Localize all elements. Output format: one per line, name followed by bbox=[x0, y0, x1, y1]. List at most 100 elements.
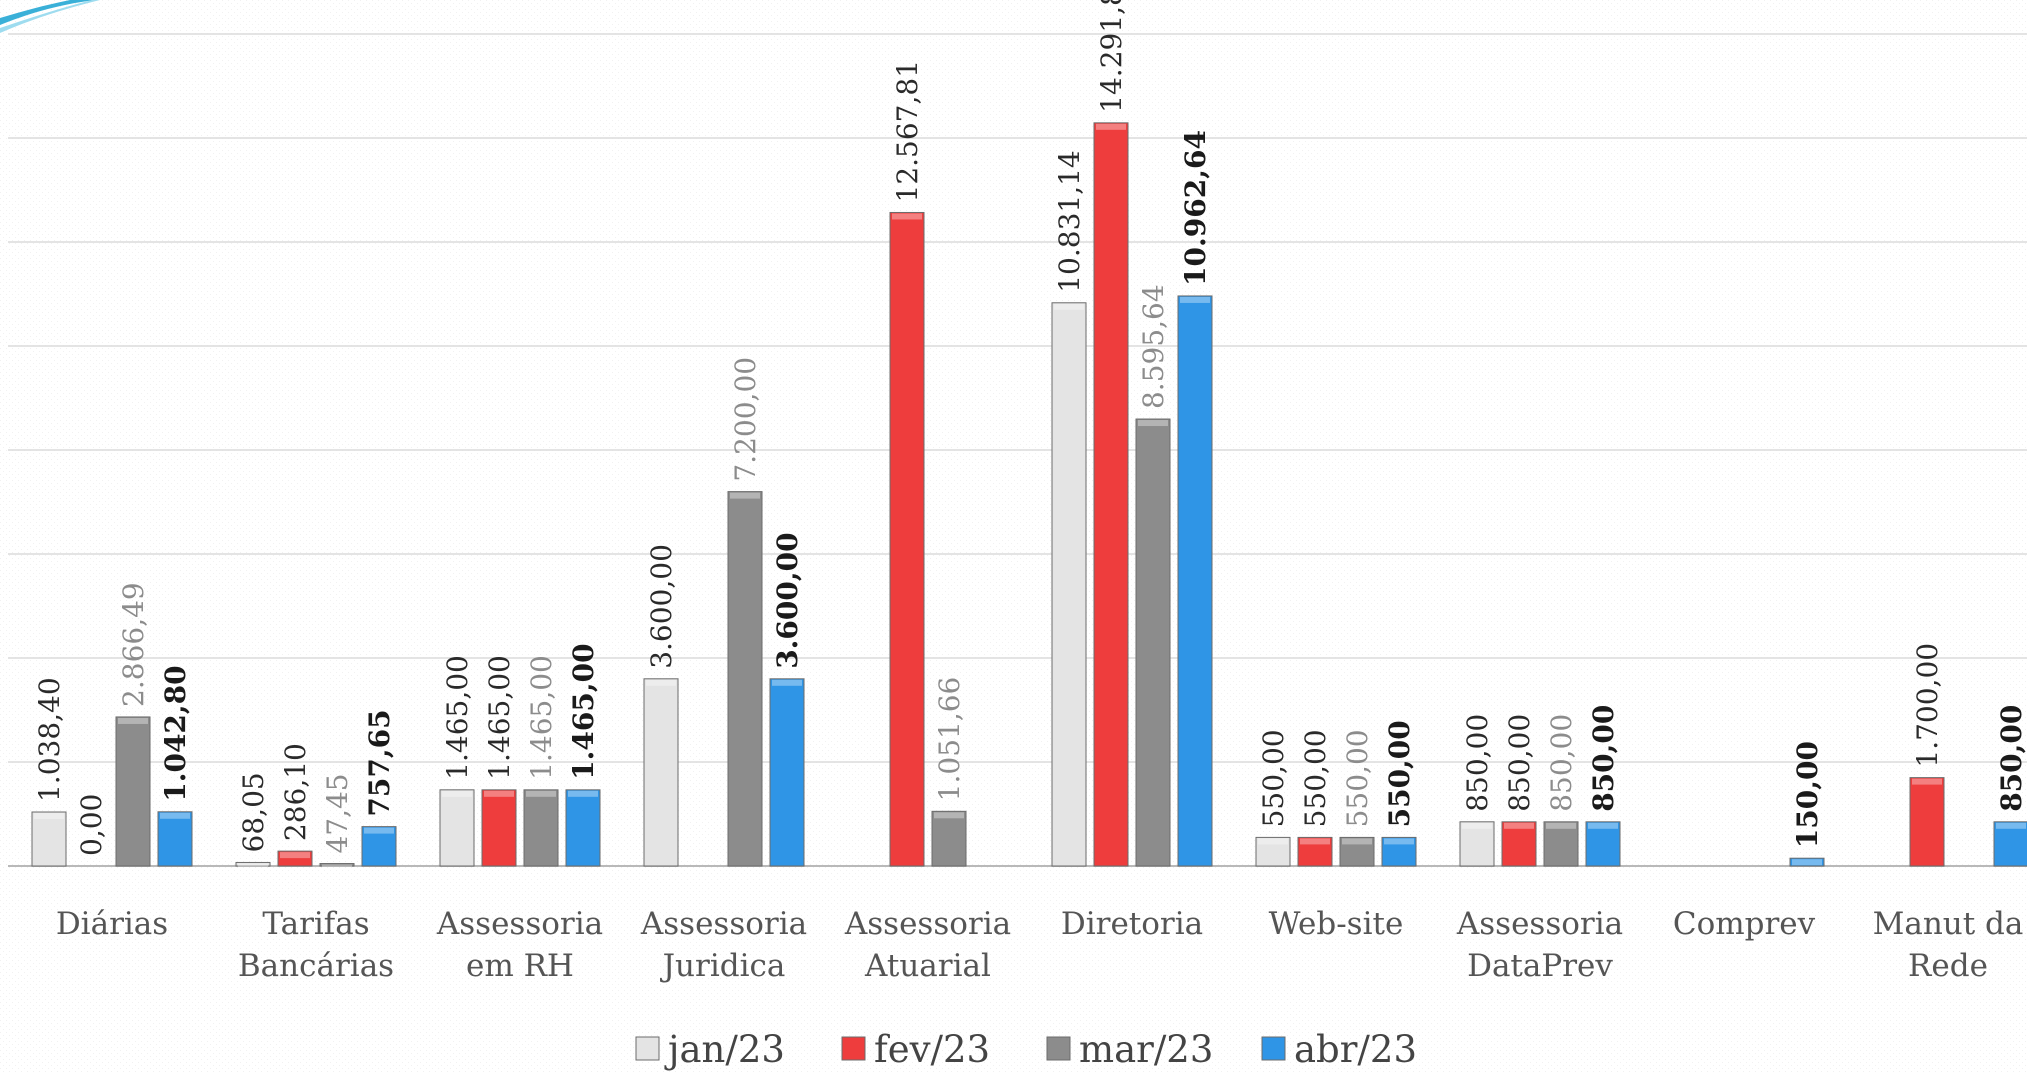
bar bbox=[727, 491, 763, 867]
bar bbox=[1909, 777, 1945, 867]
data-label: 68,05 bbox=[237, 772, 270, 852]
bar-highlight bbox=[1912, 778, 1942, 785]
x-tick-label: Tarifas bbox=[262, 906, 369, 942]
legend-label: abr/23 bbox=[1294, 1028, 1417, 1071]
legend-label: fev/23 bbox=[874, 1028, 990, 1071]
bar bbox=[157, 811, 193, 867]
bar-highlight bbox=[322, 864, 352, 867]
bar bbox=[277, 850, 313, 867]
bar-highlight bbox=[118, 717, 148, 724]
bar bbox=[1177, 295, 1213, 867]
legend-label: jan/23 bbox=[664, 1028, 785, 1071]
x-tick-label: Diretoria bbox=[1061, 906, 1203, 942]
bar-highlight bbox=[238, 863, 268, 867]
x-tick-label: Juridica bbox=[660, 948, 786, 984]
bar bbox=[1789, 857, 1825, 867]
bar-highlight bbox=[1462, 822, 1492, 829]
data-label: 550,00 bbox=[1257, 729, 1290, 827]
bar-highlight bbox=[484, 790, 514, 797]
bar bbox=[235, 861, 271, 867]
x-tick-label: Rede bbox=[1908, 948, 1988, 984]
legend-label: mar/23 bbox=[1079, 1028, 1213, 1071]
bar-highlight bbox=[442, 790, 472, 797]
bar bbox=[361, 826, 397, 867]
bar bbox=[1993, 821, 2027, 867]
x-tick-label: DataPrev bbox=[1467, 948, 1613, 984]
data-label: 286,10 bbox=[279, 743, 312, 841]
data-label: 1.465,00 bbox=[483, 655, 516, 780]
data-label: 1.465,00 bbox=[441, 655, 474, 780]
legend-item: mar/23 bbox=[1046, 1028, 1213, 1071]
data-label: 850,00 bbox=[1503, 714, 1536, 812]
bar bbox=[1381, 836, 1417, 867]
bar-highlight bbox=[1054, 303, 1084, 310]
data-label: 10.831,14 bbox=[1053, 150, 1086, 293]
bar-highlight bbox=[1792, 859, 1822, 866]
bar-highlight bbox=[1546, 822, 1576, 829]
data-label: 47,45 bbox=[321, 773, 354, 853]
bar bbox=[523, 789, 559, 867]
data-label: 8.595,64 bbox=[1137, 284, 1170, 409]
x-tick-label: Comprev bbox=[1673, 906, 1816, 942]
logo-swoosh-icon bbox=[0, 0, 100, 33]
data-label: 150,00 bbox=[1791, 741, 1824, 848]
data-label: 550,00 bbox=[1383, 720, 1416, 827]
bar bbox=[1255, 836, 1291, 867]
data-label: 1.038,40 bbox=[33, 677, 66, 802]
bar bbox=[481, 789, 517, 867]
bar-highlight bbox=[772, 679, 802, 686]
bar bbox=[439, 789, 475, 867]
data-label: 7.200,00 bbox=[729, 357, 762, 482]
bar-highlight bbox=[1138, 420, 1168, 427]
bar-highlight bbox=[646, 679, 676, 686]
legend-swatch bbox=[841, 1036, 866, 1061]
bar-highlight bbox=[1588, 822, 1618, 829]
bar-highlight bbox=[34, 813, 64, 820]
data-label: 10.962,64 bbox=[1179, 130, 1212, 286]
bar-highlight bbox=[934, 812, 964, 819]
x-tick-label: Assessoria bbox=[1456, 906, 1623, 942]
x-tick-label: Diárias bbox=[56, 906, 168, 942]
legend-swatch bbox=[635, 1036, 660, 1061]
bar bbox=[1135, 418, 1171, 867]
bar-highlight bbox=[1258, 838, 1288, 845]
bar-highlight bbox=[730, 492, 760, 499]
data-label: 2.866,49 bbox=[117, 582, 150, 707]
data-label: 0,00 bbox=[75, 794, 108, 856]
bar bbox=[31, 811, 67, 867]
data-label: 1.042,80 bbox=[159, 665, 192, 801]
bar-highlight bbox=[568, 790, 598, 797]
bar-highlight bbox=[1504, 822, 1534, 829]
legend-swatch bbox=[1261, 1036, 1286, 1061]
bar-highlight bbox=[280, 852, 310, 859]
legend-swatch bbox=[1046, 1036, 1071, 1061]
data-label: 550,00 bbox=[1341, 729, 1374, 827]
data-label: 550,00 bbox=[1299, 729, 1332, 827]
x-tick-label: Web-site bbox=[1269, 906, 1404, 942]
bar bbox=[1459, 821, 1495, 867]
bar-highlight bbox=[1342, 838, 1372, 845]
x-tick-label: Atuarial bbox=[864, 948, 991, 984]
x-tick-label: Bancárias bbox=[238, 948, 394, 984]
bar-highlight bbox=[1180, 296, 1210, 303]
data-label: 850,00 bbox=[1995, 705, 2027, 812]
bar bbox=[1501, 821, 1537, 867]
data-label: 757,65 bbox=[363, 709, 396, 816]
legend-item: jan/23 bbox=[635, 1028, 785, 1071]
x-tick-label: Assessoria bbox=[844, 906, 1011, 942]
legend-item: fev/23 bbox=[841, 1028, 990, 1071]
bar bbox=[1543, 821, 1579, 867]
bar-highlight bbox=[1384, 838, 1414, 845]
bar bbox=[1051, 302, 1087, 867]
bar-highlight bbox=[1096, 123, 1126, 130]
x-tick-label: Manut da bbox=[1873, 906, 2024, 942]
bar bbox=[1297, 836, 1333, 867]
data-label: 14.291,84 bbox=[1095, 0, 1128, 113]
x-tick-label: em RH bbox=[466, 948, 574, 984]
bar bbox=[1093, 122, 1129, 867]
bar bbox=[1339, 836, 1375, 867]
bar bbox=[565, 789, 601, 867]
data-label: 850,00 bbox=[1461, 714, 1494, 812]
